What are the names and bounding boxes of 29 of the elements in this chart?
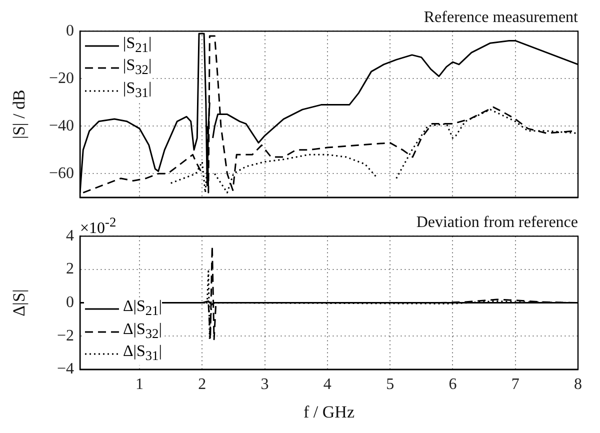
x-tick-label: 5 [386, 376, 394, 394]
chart-title: Reference measurement [424, 8, 579, 26]
y-axis-title: |S| / dB [10, 90, 29, 139]
legend-label: |S$_{32}$| [123, 57, 152, 80]
y-tick-label: −40 [48, 117, 74, 134]
y-tick-label: 0 [66, 294, 74, 312]
y-tick-label: 4 [66, 227, 74, 244]
y-tick-label: −20 [48, 70, 74, 87]
x-tick-label: 8 [574, 376, 582, 394]
legend-label: Δ|S$_{31}$| [123, 342, 162, 365]
x-axis-title: f / GHz [304, 402, 355, 422]
x-tick-label: 4 [323, 376, 332, 394]
x-tick-label: 3 [260, 376, 269, 394]
y-tick-label: −4 [56, 360, 74, 378]
y-tick-label: −60 [48, 164, 74, 182]
x-tick-label: 2 [198, 376, 206, 394]
legend-label: Δ|S$_{21}$| [123, 298, 162, 321]
x-tick-label: 1 [136, 376, 144, 394]
x-tick-label: 7 [511, 376, 520, 394]
y-tick-label: 2 [66, 260, 74, 278]
legend-label: |S$_{31}$| [123, 80, 152, 102]
y-tick-label: 0 [66, 22, 74, 40]
legend-label: Δ|S$_{32}$| [123, 320, 162, 343]
y-axis-title: Δ|S| [10, 289, 29, 316]
chart-title: Deviation from reference [416, 214, 578, 231]
x-tick-label: 6 [448, 376, 457, 394]
annotation: ×10$^{-2}$ [80, 214, 116, 237]
y-tick-label: −2 [56, 327, 74, 344]
legend-label: |S$_{21}$| [123, 35, 152, 58]
